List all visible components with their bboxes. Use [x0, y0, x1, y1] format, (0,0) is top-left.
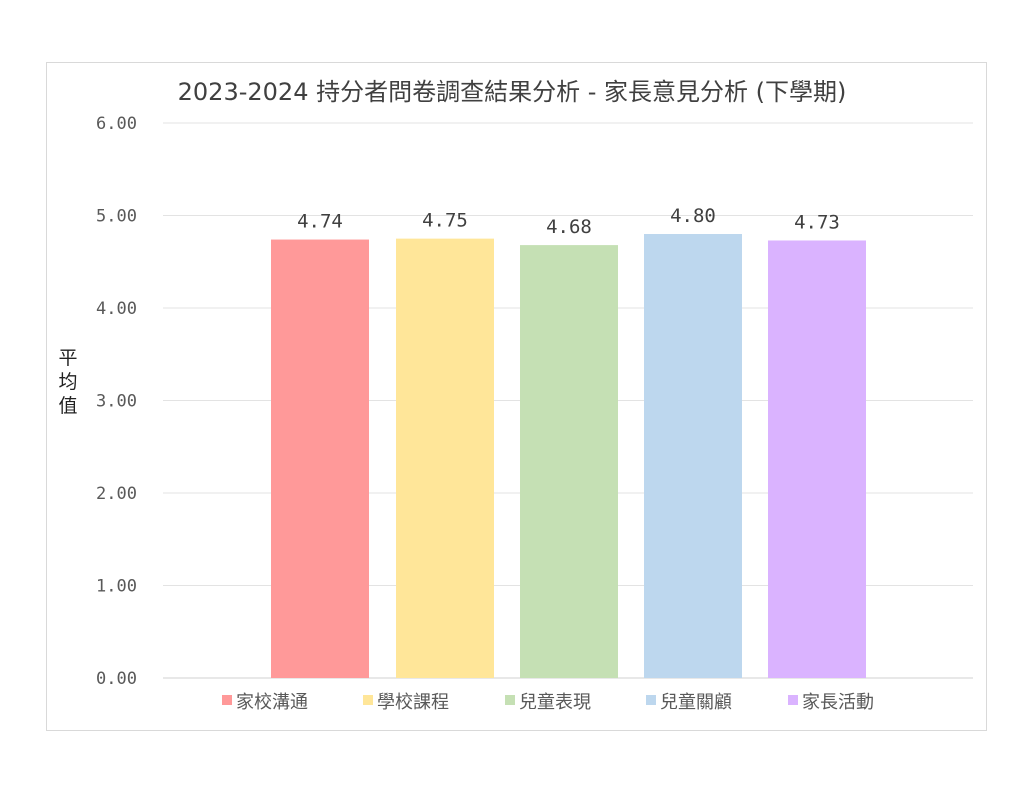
y-tick-label: 6.00 — [96, 114, 137, 134]
legend-swatch — [788, 695, 798, 705]
data-label: 4.80 — [670, 205, 716, 227]
y-tick-label: 5.00 — [96, 207, 137, 227]
y-tick-label: 3.00 — [96, 392, 137, 412]
legend-label: 家校溝通 — [236, 692, 308, 713]
y-tick-label: 2.00 — [96, 484, 137, 504]
data-label: 4.75 — [422, 210, 468, 232]
legend-swatch — [646, 695, 656, 705]
legend-swatch — [363, 695, 373, 705]
bar — [520, 245, 618, 678]
bar — [396, 238, 494, 678]
bar — [768, 240, 866, 678]
y-tick-label: 4.00 — [96, 299, 137, 319]
bar — [644, 234, 742, 678]
y-tick-label: 1.00 — [96, 577, 137, 597]
bar — [271, 239, 369, 679]
y-axis-label: 平均值 — [58, 347, 78, 417]
legend-swatch — [505, 695, 515, 705]
data-label: 4.74 — [297, 211, 343, 233]
legend-label: 兒童表現 — [519, 692, 591, 713]
legend-label: 兒童關顧 — [660, 692, 732, 713]
legend-label: 學校課程 — [377, 692, 449, 713]
data-label: 4.73 — [794, 211, 840, 233]
data-label: 4.68 — [546, 216, 592, 238]
legend-label: 家長活動 — [802, 692, 874, 713]
chart-title: 2023-2024 持分者問卷調查結果分析 - 家長意見分析 (下學期) — [177, 78, 847, 106]
y-tick-label: 0.00 — [96, 669, 137, 689]
legend-swatch — [222, 695, 232, 705]
